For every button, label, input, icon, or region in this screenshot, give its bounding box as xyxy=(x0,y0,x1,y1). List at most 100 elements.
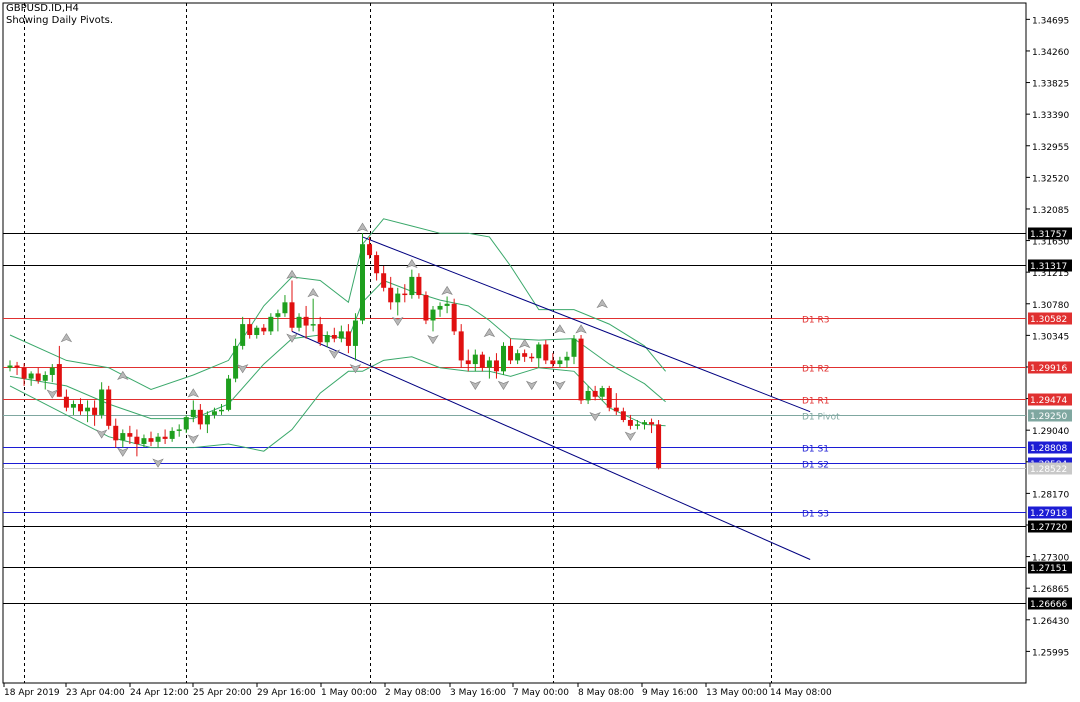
trend-channel-line-1 xyxy=(291,330,811,560)
candle-body-72 xyxy=(515,353,521,361)
candle-body-64 xyxy=(458,331,464,361)
candle-body-35 xyxy=(254,327,260,336)
candle-body-58 xyxy=(416,276,422,296)
candle-body-86 xyxy=(613,407,619,412)
x-tick-label-7: 3 May 16:00 xyxy=(450,688,506,698)
candle-body-26 xyxy=(190,409,196,418)
fractal-down-13 xyxy=(525,380,538,390)
candle-body-30 xyxy=(219,409,224,412)
pivot-price-tag-4 xyxy=(1028,441,1072,454)
candle-body-2 xyxy=(21,367,27,379)
candle-body-69 xyxy=(493,360,499,372)
candle-body-21 xyxy=(155,436,161,442)
candle-body-57 xyxy=(409,276,415,296)
level-price-tag-1 xyxy=(1028,259,1072,272)
fractal-up-2 xyxy=(187,388,200,398)
candle-body-19 xyxy=(141,438,147,444)
pivot-name-5: D1 S2 xyxy=(802,461,829,471)
y-tick-label-7: 1.31650 xyxy=(1032,238,1069,248)
candle-body-91 xyxy=(649,422,655,425)
candle-body-50 xyxy=(360,244,365,321)
candle-body-3 xyxy=(28,373,34,379)
y-tick-label-20: 1.25995 xyxy=(1032,648,1069,658)
y-tick-label-1: 1.34260 xyxy=(1032,48,1069,58)
candle-body-27 xyxy=(197,409,203,425)
pivot-price-tag-6 xyxy=(1028,506,1072,519)
candle-body-44 xyxy=(317,324,323,343)
candle-body-51 xyxy=(367,244,373,256)
y-tick-label-2: 1.33825 xyxy=(1032,80,1069,90)
pivot-price-label-1: 1.29916 xyxy=(1030,364,1067,374)
x-tick-label-2: 24 Apr 12:00 xyxy=(130,688,189,698)
candle-body-81 xyxy=(578,338,584,401)
fractal-up-4 xyxy=(307,288,319,298)
candle-body-31 xyxy=(226,378,232,410)
y-tick-label-15: 1.28170 xyxy=(1032,490,1069,500)
pivot-name-0: D1 R3 xyxy=(802,316,830,326)
candle-body-10 xyxy=(78,404,83,412)
y-tick-label-3: 1.33390 xyxy=(1032,111,1069,121)
candle-body-90 xyxy=(642,422,647,425)
y-tick-label-17: 1.27300 xyxy=(1032,554,1069,564)
candle-body-12 xyxy=(92,407,98,415)
x-tick-label-8: 7 May 00:00 xyxy=(513,688,569,698)
candle-body-74 xyxy=(529,356,535,359)
fractal-down-1 xyxy=(95,429,108,439)
level-price-label-3: 1.27151 xyxy=(1030,564,1067,574)
candle-body-42 xyxy=(303,316,309,326)
candle-body-40 xyxy=(289,302,295,328)
level-price-label-2: 1.27720 xyxy=(1030,523,1067,533)
candle-body-11 xyxy=(85,407,91,412)
candle-body-66 xyxy=(472,354,478,365)
y-tick-label-13: 1.29040 xyxy=(1032,427,1069,437)
x-tick-label-5: 1 May 00:00 xyxy=(321,688,377,698)
bollinger-upper-band xyxy=(9,218,666,391)
pivot-price-label-0: 1.30582 xyxy=(1030,315,1067,325)
y-tick-label-18: 1.26865 xyxy=(1032,585,1069,595)
x-tick-label-10: 9 May 16:00 xyxy=(642,688,698,698)
candle-body-36 xyxy=(261,327,267,332)
level-price-tag-0 xyxy=(1028,227,1072,240)
pivot-name-4: D1 S1 xyxy=(802,445,829,455)
fractal-down-5 xyxy=(236,364,249,374)
candle-body-54 xyxy=(388,287,394,303)
candle-body-56 xyxy=(402,293,408,296)
candle-body-53 xyxy=(381,273,387,288)
fractal-down-4 xyxy=(187,434,200,444)
candle-body-77 xyxy=(550,360,556,365)
bollinger-lower-band xyxy=(9,356,666,452)
x-tick-label-1: 23 Apr 04:00 xyxy=(66,688,125,698)
fractal-up-11 xyxy=(575,324,587,334)
level-price-tag-3 xyxy=(1028,561,1072,574)
chart-symbol-title: GBPUSD.ID,H4 xyxy=(6,3,79,14)
candle-body-23 xyxy=(169,430,175,439)
x-tick-label-6: 2 May 08:00 xyxy=(385,688,441,698)
candle-body-89 xyxy=(634,424,640,426)
candle-body-5 xyxy=(42,374,48,381)
x-tick-label-11: 13 May 00:00 xyxy=(706,688,768,698)
candle-body-38 xyxy=(275,313,281,317)
y-tick-label-6: 1.32085 xyxy=(1032,206,1069,216)
y-tick-label-0: 1.34695 xyxy=(1032,16,1069,26)
pivot-price-tag-1 xyxy=(1028,361,1072,374)
candle-body-71 xyxy=(508,345,514,361)
pivot-price-tag-3 xyxy=(1028,409,1072,422)
candle-body-60 xyxy=(430,309,436,321)
y-tick-label-9: 1.30780 xyxy=(1032,301,1069,311)
candle-body-0 xyxy=(7,365,13,368)
fractal-down-12 xyxy=(497,380,510,390)
candle-body-68 xyxy=(486,360,492,368)
pivot-price-label-4: 1.28808 xyxy=(1030,444,1067,454)
level-price-label-0: 1.31757 xyxy=(1030,230,1067,240)
candle-body-84 xyxy=(599,388,605,397)
level-price-tag-4 xyxy=(1028,597,1072,610)
pivot-name-2: D1 R1 xyxy=(802,397,830,407)
chart-subtitle: Showing Daily Pivots. xyxy=(6,15,114,26)
candle-body-55 xyxy=(395,293,401,303)
candle-body-9 xyxy=(70,404,76,408)
candle-body-88 xyxy=(627,420,633,426)
candle-body-25 xyxy=(183,417,189,430)
fractal-up-3 xyxy=(286,269,298,280)
candle-body-18 xyxy=(134,436,140,444)
